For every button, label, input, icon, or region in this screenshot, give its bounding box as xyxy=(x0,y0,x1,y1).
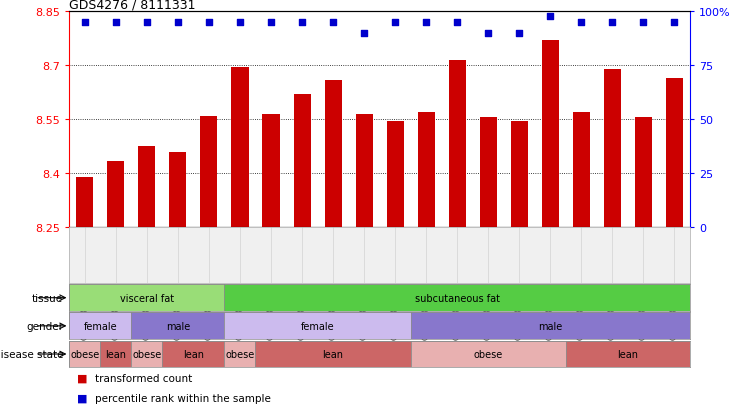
Bar xyxy=(293,95,310,228)
Text: lean: lean xyxy=(618,349,638,359)
Point xyxy=(234,20,246,26)
Bar xyxy=(139,147,155,228)
Text: ■: ■ xyxy=(77,393,87,403)
Text: lean: lean xyxy=(183,349,204,359)
Point xyxy=(358,31,370,37)
Text: transformed count: transformed count xyxy=(95,373,192,383)
Text: tissue: tissue xyxy=(32,293,63,303)
Bar xyxy=(224,313,410,339)
Text: percentile rank within the sample: percentile rank within the sample xyxy=(95,393,271,403)
Bar xyxy=(387,122,404,228)
Point xyxy=(172,20,184,26)
Bar xyxy=(666,79,683,228)
Bar xyxy=(100,341,131,368)
Bar xyxy=(107,161,124,228)
Text: male: male xyxy=(166,321,190,331)
Point xyxy=(296,20,308,26)
Text: subcutaneous fat: subcutaneous fat xyxy=(415,293,499,303)
Bar xyxy=(449,61,466,228)
Text: GDS4276 / 8111331: GDS4276 / 8111331 xyxy=(69,0,196,11)
Bar xyxy=(573,113,590,228)
Text: lean: lean xyxy=(323,349,344,359)
Text: visceral fat: visceral fat xyxy=(120,293,174,303)
Bar xyxy=(542,41,558,228)
Point xyxy=(575,20,587,26)
Point xyxy=(451,20,463,26)
Bar xyxy=(69,285,224,311)
Bar xyxy=(325,81,342,228)
Bar xyxy=(169,152,186,228)
Bar xyxy=(410,341,566,368)
Point xyxy=(483,31,494,37)
Point xyxy=(203,20,215,26)
Bar xyxy=(69,313,131,339)
Text: obese: obese xyxy=(70,349,99,359)
Point xyxy=(265,20,277,26)
Point xyxy=(110,20,122,26)
Text: female: female xyxy=(301,321,334,331)
Point xyxy=(327,20,339,26)
Bar xyxy=(604,70,620,228)
Bar xyxy=(255,341,410,368)
Text: female: female xyxy=(83,321,118,331)
Bar xyxy=(635,118,652,228)
Point xyxy=(669,20,680,26)
Bar xyxy=(410,313,690,339)
Bar xyxy=(418,113,434,228)
Point xyxy=(141,20,153,26)
Bar xyxy=(356,114,372,228)
Point xyxy=(545,13,556,20)
Point xyxy=(607,20,618,26)
Bar xyxy=(480,118,496,228)
Text: gender: gender xyxy=(26,321,63,331)
Point xyxy=(420,20,432,26)
Text: disease state: disease state xyxy=(0,349,63,359)
Bar xyxy=(131,341,162,368)
Point xyxy=(389,20,401,26)
Bar xyxy=(511,122,528,228)
Bar xyxy=(224,285,690,311)
Bar xyxy=(131,313,224,339)
Point xyxy=(79,20,91,26)
Bar xyxy=(69,341,100,368)
Bar xyxy=(224,341,255,368)
Bar xyxy=(201,116,218,228)
Text: ■: ■ xyxy=(77,373,87,383)
Bar xyxy=(566,341,690,368)
Point xyxy=(513,31,525,37)
Bar xyxy=(263,114,280,228)
Bar xyxy=(162,341,224,368)
Bar xyxy=(231,68,248,228)
Bar xyxy=(77,177,93,228)
Text: obese: obese xyxy=(474,349,503,359)
Point xyxy=(637,20,649,26)
Text: obese: obese xyxy=(132,349,161,359)
Text: lean: lean xyxy=(105,349,126,359)
Text: male: male xyxy=(538,321,562,331)
Text: obese: obese xyxy=(226,349,255,359)
